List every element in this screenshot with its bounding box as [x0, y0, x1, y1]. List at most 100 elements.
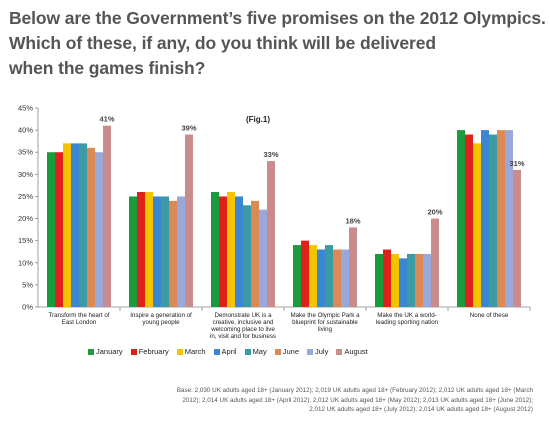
category-label: None of these — [470, 312, 509, 319]
data-label: 20% — [427, 208, 442, 217]
bar-january — [293, 245, 301, 307]
category-label-line: East London — [62, 319, 97, 326]
category-label-line: Inspire a generation of — [130, 312, 192, 319]
data-label: 41% — [99, 115, 114, 124]
bar-august — [513, 169, 521, 307]
legend-item-august: August — [336, 347, 368, 356]
legend-swatch — [88, 348, 94, 355]
bar-june — [415, 253, 423, 307]
category-label: Make the Olympic Park a blueprint for sus… — [290, 312, 360, 333]
bar-may — [79, 143, 87, 307]
category-label: Inspire a generation of young people — [130, 312, 192, 326]
bar-april — [235, 196, 243, 307]
data-label: 31% — [509, 159, 524, 168]
y-tick-label: 5% — [22, 280, 33, 289]
y-tick-label: 10% — [18, 258, 33, 267]
data-label: 33% — [263, 150, 278, 159]
bar-march — [145, 192, 153, 307]
category-label-line: leading sporting nation — [376, 319, 439, 326]
y-tick-label: 0% — [22, 303, 33, 312]
bar-may — [489, 134, 497, 307]
bar-april — [481, 130, 489, 307]
legend-swatch — [307, 348, 313, 355]
bar-march — [63, 143, 71, 307]
base-note-line-2: 2012); 2,014 UK adults aged 18+ (April 2… — [182, 396, 533, 404]
figure-label: (Fig.1) — [246, 115, 270, 124]
legend-item-april: April — [213, 347, 237, 356]
legend-label: June — [282, 347, 299, 356]
legend-label: March — [184, 347, 206, 356]
bar-april — [153, 196, 161, 307]
category-label-line: young people — [142, 319, 180, 326]
bar-july — [259, 209, 267, 307]
legend-label: January — [96, 347, 123, 356]
legend-label: April — [221, 347, 237, 356]
bar-february — [465, 134, 473, 307]
bar-january — [47, 152, 55, 307]
base-note-line-3: 2,012 UK adults aged 18+ (July 2012); 2,… — [309, 406, 533, 413]
data-label: 18% — [345, 216, 360, 225]
category-label-line: blueprint for sustainable — [292, 319, 358, 326]
bar-august — [431, 218, 439, 307]
legend-swatch — [176, 348, 183, 355]
bar-july — [505, 130, 513, 307]
legend-label: August — [344, 347, 368, 356]
y-tick-label: 40% — [18, 126, 33, 135]
bar-april — [317, 249, 325, 307]
legend-item-february: February — [130, 347, 169, 356]
legend-swatch — [130, 348, 137, 355]
y-tick-label: 30% — [18, 170, 33, 179]
title-line-3: when the games finish? — [9, 58, 206, 78]
legend-label: May — [252, 347, 267, 356]
y-tick-label: 25% — [18, 192, 33, 201]
bar-february — [137, 192, 145, 307]
bar-march — [391, 253, 399, 307]
category-label-line: Make the UK a world- — [377, 312, 437, 319]
bar-january — [375, 253, 383, 307]
category-label: Demonstrate UK is a creative, inclusive a… — [210, 312, 276, 340]
chart-legend: January February March April May June July Augu… — [88, 347, 368, 356]
category-label: Transform the heart of East London — [49, 312, 110, 326]
bar-july — [341, 249, 349, 307]
category-label-line: living — [318, 326, 333, 333]
bar-june — [497, 130, 505, 307]
legend-item-january: January — [88, 347, 123, 356]
category-label-line: Transform the heart of — [49, 312, 110, 319]
title-line-2: Which of these, if any, do you think wil… — [9, 33, 436, 53]
category-label-line: None of these — [470, 312, 509, 319]
base-note: Base: 2,030 UK adults aged 18+ (January … — [95, 386, 533, 415]
legend-label: February — [138, 347, 169, 356]
bar-may — [243, 205, 251, 307]
legend-swatch — [336, 348, 343, 355]
category-label-line: Make the Olympic Park a — [290, 312, 360, 319]
y-tick-label: 35% — [18, 148, 33, 157]
bar-june — [251, 200, 259, 307]
bar-june — [169, 200, 177, 307]
legend-item-may: May — [244, 347, 267, 356]
bar-july — [423, 253, 431, 307]
bar-august — [349, 227, 357, 307]
bar-february — [301, 240, 309, 307]
bar-march — [473, 143, 481, 307]
bar-january — [129, 196, 137, 307]
bar-march — [227, 192, 235, 307]
bar-may — [161, 196, 169, 307]
y-tick-label: 20% — [18, 214, 33, 223]
bar-april — [71, 143, 79, 307]
legend-swatch — [213, 348, 220, 355]
bar-may — [407, 253, 415, 307]
bar-january — [211, 192, 219, 307]
category-label-line: Demonstrate UK is a — [214, 312, 272, 319]
legend-label: July — [315, 347, 329, 356]
chart-title: Below are the Government’s five promises… — [9, 6, 546, 81]
bar-july — [95, 152, 103, 307]
bar-august — [103, 125, 111, 307]
bar-july — [177, 196, 185, 307]
bar-february — [55, 152, 63, 307]
y-tick-label: 15% — [18, 236, 33, 245]
legend-item-march: March — [176, 347, 206, 356]
base-note-line-1: Base: 2,030 UK adults aged 18+ (January … — [176, 387, 533, 394]
bar-june — [87, 147, 95, 307]
bar-february — [219, 196, 227, 307]
